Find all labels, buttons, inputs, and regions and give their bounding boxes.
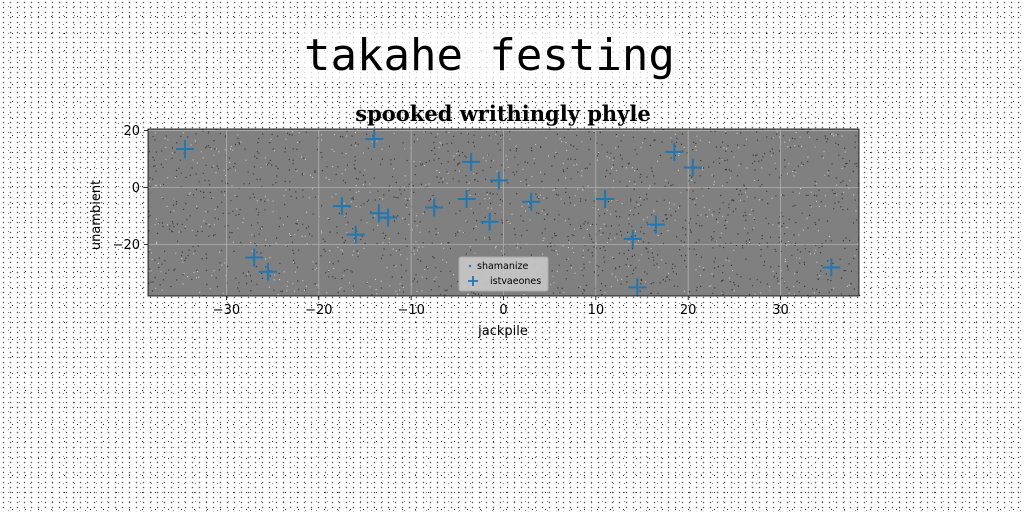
data-point — [379, 208, 398, 227]
x-tick-label: 20 — [680, 303, 697, 318]
page-title: takahe festing — [300, 30, 679, 82]
data-point — [480, 212, 499, 231]
x-tick: 30 — [772, 296, 789, 318]
data-point — [346, 225, 365, 244]
y-tick-label: 0 — [132, 181, 140, 196]
x-tick-label: 10 — [588, 303, 605, 318]
y-axis-label: unambient — [89, 180, 104, 250]
x-tick-label: 0 — [499, 303, 507, 318]
y-tick-label: −20 — [113, 238, 140, 253]
legend-label-shamanize: shamanize — [477, 261, 529, 272]
data-point — [646, 215, 665, 234]
x-tick-label: −30 — [213, 303, 240, 318]
data-point — [259, 262, 278, 281]
data-point — [623, 229, 642, 248]
x-tick-label: −10 — [397, 303, 424, 318]
data-point — [457, 189, 476, 208]
y-tick: −20 — [113, 238, 148, 253]
x-tick: 20 — [680, 296, 697, 318]
data-point — [628, 278, 647, 297]
legend-box — [458, 256, 549, 292]
data-point — [245, 248, 264, 267]
data-point — [522, 192, 541, 211]
x-tick: 10 — [588, 296, 605, 318]
data-point — [332, 197, 351, 216]
legend-marker-shamanize — [468, 264, 472, 268]
chart-title: spooked writhingly phyle — [355, 101, 650, 126]
x-axis-label: jackpile — [477, 324, 528, 339]
legend: shamanize istvaeones — [458, 256, 549, 292]
data-point — [822, 258, 841, 277]
data-point — [365, 129, 384, 148]
data-point — [462, 152, 481, 171]
x-tick: −20 — [305, 296, 333, 318]
x-axis: −30 −20 −10 0 10 20 30 — [213, 296, 789, 318]
legend-marker-istvaeones — [468, 276, 478, 286]
x-tick-label: −20 — [305, 303, 332, 318]
x-tick: −30 — [213, 296, 240, 318]
data-point — [175, 139, 194, 158]
legend-label-istvaeones: istvaeones — [490, 276, 541, 287]
data-point — [369, 204, 388, 223]
data-point — [596, 189, 615, 208]
x-tick-label: 30 — [772, 303, 789, 318]
x-tick: 0 — [499, 296, 508, 318]
data-point — [489, 171, 508, 190]
y-tick: 0 — [132, 181, 148, 196]
y-axis: 20 0 −20 — [113, 124, 148, 253]
data-point — [425, 198, 444, 217]
y-tick-label: 20 — [123, 124, 140, 139]
data-point — [683, 158, 702, 177]
x-tick: −10 — [397, 296, 425, 318]
data-point — [665, 142, 684, 161]
y-tick: 20 — [123, 124, 148, 139]
